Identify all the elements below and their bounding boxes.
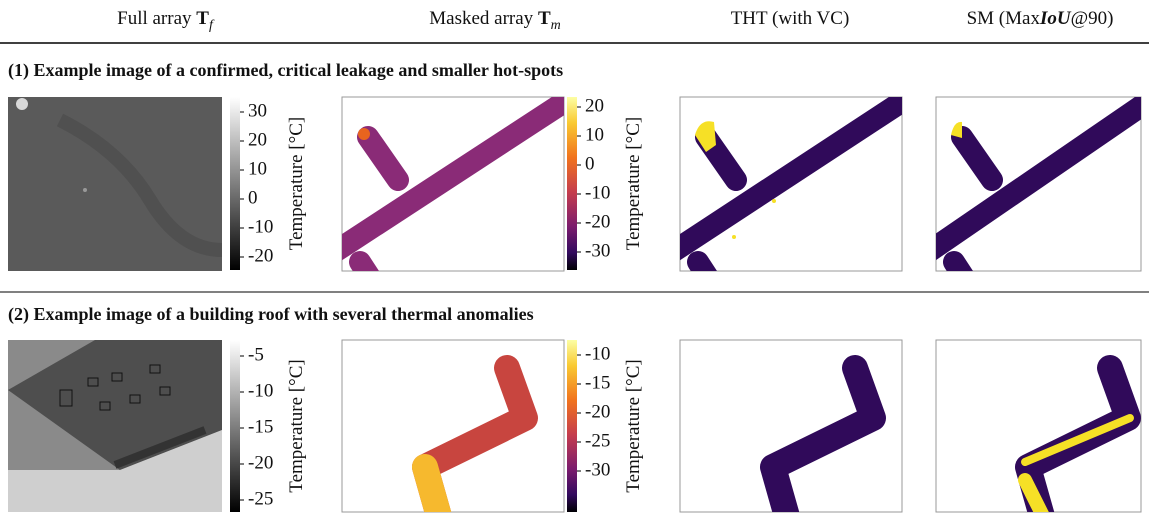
tick-label: -15 — [585, 372, 610, 393]
tick-label: -30 — [585, 240, 610, 261]
figure: Full array Tf Masked array Tm THT (with … — [0, 0, 1149, 526]
masked-image — [342, 340, 564, 520]
tick-label: -10 — [248, 216, 273, 237]
column-header: Masked array Tm — [429, 8, 561, 33]
sm-mask — [924, 97, 1149, 285]
tick-label: -10 — [585, 343, 610, 364]
thermal-image — [8, 97, 222, 271]
tick-label: -15 — [248, 416, 273, 437]
tick-label: -20 — [248, 245, 273, 266]
tick-label: -20 — [585, 401, 610, 422]
colorbar-label: Temperature [°C] — [286, 359, 307, 492]
tick-label: 10 — [248, 158, 267, 179]
colorbar — [230, 97, 240, 270]
row-caption: (2) Example image of a building roof wit… — [8, 304, 534, 325]
column-header: Full array Tf — [117, 8, 215, 33]
thermal-image — [8, 340, 222, 512]
column-header: THT (with VC) — [731, 8, 850, 29]
tick-label: 20 — [248, 129, 267, 150]
colorbar-label: Temperature [°C] — [286, 117, 307, 250]
colorbar — [230, 340, 240, 512]
tick-label: 30 — [248, 100, 267, 121]
tick-label: -20 — [248, 452, 273, 473]
colorbar-label: Temperature [°C] — [623, 359, 644, 492]
row-caption: (1) Example image of a confirmed, critic… — [8, 60, 563, 81]
tht-mask — [680, 340, 902, 520]
tick-label: 10 — [585, 124, 604, 145]
colorbar-label: Temperature [°C] — [623, 117, 644, 250]
tick-label: 0 — [585, 153, 595, 174]
tick-label: -25 — [585, 430, 610, 451]
tick-label: -30 — [585, 459, 610, 480]
masked-image — [330, 95, 575, 285]
colorbar — [567, 340, 577, 512]
tick-label: -25 — [248, 488, 273, 509]
tick-label: -20 — [585, 211, 610, 232]
tick-label: -10 — [585, 182, 610, 203]
tick-label: -10 — [248, 380, 273, 401]
sm-mask — [936, 340, 1141, 520]
tht-mask — [668, 95, 912, 285]
tick-label: -5 — [248, 344, 264, 365]
tick-label: 0 — [248, 187, 258, 208]
tick-label: 20 — [585, 95, 604, 116]
colorbar — [567, 97, 577, 270]
column-header: SM (MaxIoU@90) — [967, 8, 1114, 29]
